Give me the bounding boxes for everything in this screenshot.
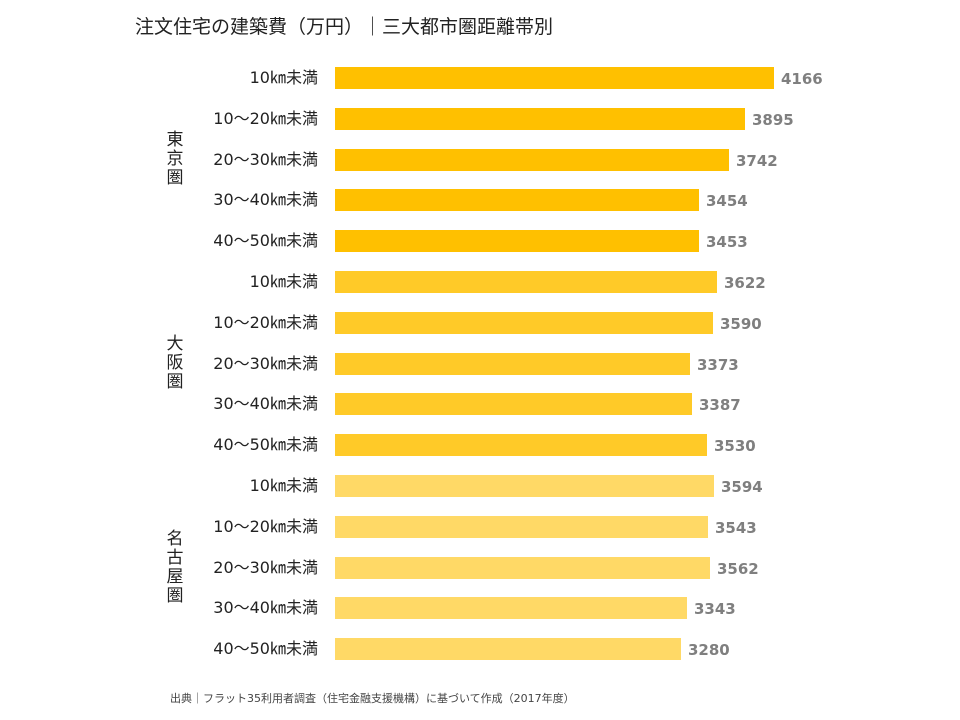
data-label: 3622	[724, 274, 766, 292]
bar	[335, 108, 745, 130]
bar	[335, 638, 681, 660]
category-label: 40～50㎞未満	[213, 231, 318, 250]
data-label: 3387	[699, 396, 741, 414]
bar	[335, 353, 690, 375]
category-label: 30～40㎞未満	[213, 598, 318, 617]
data-label: 3895	[752, 111, 794, 129]
bar	[335, 312, 713, 334]
category-label: 30～40㎞未満	[213, 190, 318, 209]
category-label: 10～20㎞未満	[213, 109, 318, 128]
data-label: 3562	[717, 560, 759, 578]
category-label: 20～30㎞未満	[213, 150, 318, 169]
data-label: 3530	[714, 437, 756, 455]
bar	[335, 597, 687, 619]
data-label: 3454	[706, 192, 748, 210]
bar	[335, 557, 710, 579]
bar	[335, 149, 729, 171]
category-label: 10～20㎞未満	[213, 313, 318, 332]
bar	[335, 516, 708, 538]
chart-title: 注文住宅の建築費（万円）｜三大都市圏距離帯別	[135, 16, 554, 38]
data-label: 3543	[715, 519, 757, 537]
data-label: 4166	[781, 70, 823, 88]
category-label: 10㎞未満	[249, 68, 318, 87]
bar	[335, 230, 699, 252]
bar	[335, 271, 717, 293]
category-label: 40～50㎞未満	[213, 435, 318, 454]
data-label: 3590	[720, 315, 762, 333]
category-label: 40～50㎞未満	[213, 639, 318, 658]
data-label: 3742	[736, 152, 778, 170]
bar	[335, 434, 707, 456]
category-label: 30～40㎞未満	[213, 394, 318, 413]
data-label: 3280	[688, 641, 730, 659]
bar	[335, 393, 692, 415]
data-label: 3594	[721, 478, 763, 496]
group-label: 名古屋圏	[166, 529, 184, 606]
group-label: 大阪圏	[166, 334, 184, 392]
category-label: 10㎞未満	[249, 272, 318, 291]
data-label: 3343	[694, 600, 736, 618]
bar	[335, 475, 714, 497]
source-note: 出典｜フラット35利用者調査（住宅金融支援機構）に基づいて作成（2017年度）	[170, 692, 575, 705]
bar	[335, 189, 699, 211]
bar	[335, 67, 774, 89]
category-label: 10㎞未満	[249, 476, 318, 495]
data-label: 3453	[706, 233, 748, 251]
category-label: 10～20㎞未満	[213, 517, 318, 536]
group-label: 東京圏	[166, 130, 184, 188]
data-label: 3373	[697, 356, 739, 374]
category-label: 20～30㎞未満	[213, 558, 318, 577]
category-label: 20～30㎞未満	[213, 354, 318, 373]
